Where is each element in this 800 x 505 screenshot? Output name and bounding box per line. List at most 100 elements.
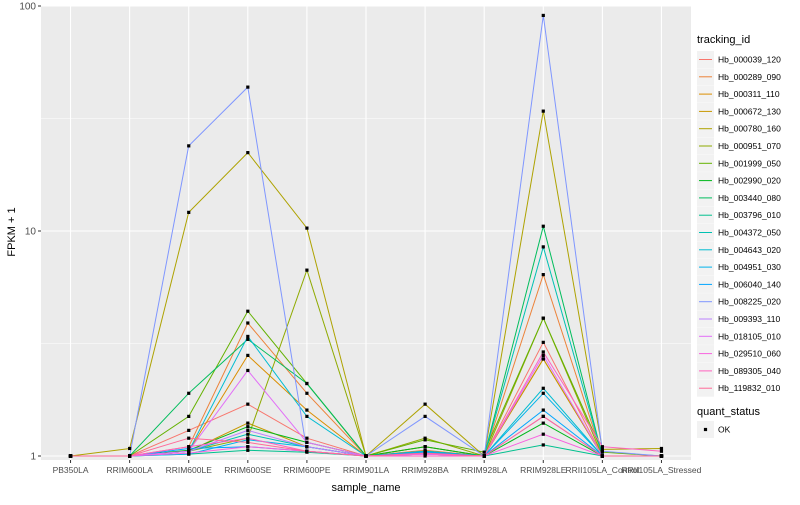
x-tick-label: RRIM928LE <box>520 465 567 475</box>
data-point <box>541 316 545 320</box>
legend-title-quant-status: quant_status <box>697 406 760 418</box>
data-point <box>541 353 545 357</box>
legend-label: Hb_000672_130 <box>718 106 781 116</box>
data-point <box>246 151 250 155</box>
data-point <box>541 421 545 425</box>
data-point <box>364 454 368 458</box>
data-point <box>305 381 309 386</box>
data-point <box>246 321 250 325</box>
legend-label: Hb_018105_010 <box>718 331 781 341</box>
data-point <box>187 210 191 214</box>
data-point <box>423 445 427 449</box>
legend-label: Hb_004643_020 <box>718 245 781 255</box>
data-point <box>305 408 309 412</box>
y-tick-label: 10 <box>25 227 37 238</box>
data-point <box>423 454 427 458</box>
data-point <box>305 436 309 440</box>
data-point <box>541 109 545 113</box>
x-tick-label: RRIM928LA <box>461 465 508 475</box>
data-point <box>246 337 250 341</box>
legend-label: Hb_119832_010 <box>718 383 781 393</box>
data-point <box>482 454 486 458</box>
x-tick-label: RRIM600PE <box>283 465 331 475</box>
x-tick-label: RRIM600LE <box>166 465 213 475</box>
x-tick-label: RRIM928BA <box>401 465 449 475</box>
data-point <box>246 432 250 436</box>
data-point <box>246 402 250 406</box>
legend-label: Hb_003440_080 <box>718 193 781 203</box>
legend-label: Hb_000039_120 <box>718 55 781 65</box>
data-point <box>541 414 545 418</box>
legend-label: Hb_089305_040 <box>718 366 781 376</box>
x-axis-title: sample_name <box>331 482 400 494</box>
data-point <box>541 340 545 344</box>
data-point <box>482 450 486 454</box>
data-point <box>659 454 664 458</box>
data-point <box>423 438 427 442</box>
data-point <box>246 448 250 452</box>
data-point <box>187 446 191 451</box>
data-point <box>541 357 545 361</box>
data-point <box>305 414 309 418</box>
data-point <box>246 425 250 429</box>
data-point <box>541 443 545 447</box>
data-point <box>541 350 545 354</box>
data-point <box>187 451 191 455</box>
data-point <box>423 436 427 440</box>
x-tick-label: RRII105LA_Stressed <box>622 465 702 475</box>
x-tick-label: RRIM600SE <box>224 465 272 475</box>
data-point <box>246 445 250 449</box>
data-point <box>187 391 191 395</box>
data-point <box>246 353 250 357</box>
data-point <box>659 446 664 451</box>
data-point <box>128 446 132 451</box>
data-point <box>600 449 604 453</box>
data-point <box>187 428 191 432</box>
data-point <box>541 391 545 395</box>
y-tick-label: 100 <box>19 2 36 13</box>
data-point <box>600 447 604 451</box>
data-point <box>541 224 545 228</box>
legend-label: Hb_001999_050 <box>718 158 781 168</box>
data-point <box>305 268 309 272</box>
data-point <box>187 414 191 418</box>
data-point <box>246 309 250 313</box>
data-point <box>246 368 250 373</box>
legend-label: Hb_008225_020 <box>718 297 781 307</box>
legend-label: Hb_006040_140 <box>718 279 781 289</box>
data-point <box>659 449 664 453</box>
data-point <box>541 245 545 249</box>
legend-label: OK <box>718 425 731 435</box>
x-tick-label: RRIM600LA <box>106 465 153 475</box>
legend-key-point <box>703 427 708 432</box>
data-point <box>541 432 545 436</box>
legend-label: Hb_009393_110 <box>718 314 781 324</box>
data-point <box>68 454 73 458</box>
data-point <box>305 391 309 395</box>
data-point <box>246 436 250 440</box>
data-point <box>600 445 604 449</box>
data-point <box>187 445 191 449</box>
data-point <box>187 144 191 148</box>
data-point <box>541 273 545 277</box>
data-point <box>541 408 545 412</box>
legend-label: Hb_004372_050 <box>718 228 781 238</box>
legend-label: Hb_004951_030 <box>718 262 781 272</box>
data-point <box>187 449 191 453</box>
y-tick-label: 1 <box>30 452 36 463</box>
legend-title-tracking-id: tracking_id <box>697 34 750 46</box>
x-tick-label: RRII105LA_Control <box>566 465 640 475</box>
data-point <box>423 451 427 455</box>
data-point <box>246 85 250 89</box>
legend-label: Hb_002990_020 <box>718 176 781 186</box>
data-point <box>600 454 604 458</box>
x-tick-label: RRIM901LA <box>343 465 390 475</box>
data-point <box>246 421 250 425</box>
data-point <box>541 386 545 390</box>
data-point <box>541 13 545 18</box>
data-point <box>305 226 309 230</box>
y-axis-title: FPKM + 1 <box>6 207 18 256</box>
data-point <box>246 334 250 339</box>
